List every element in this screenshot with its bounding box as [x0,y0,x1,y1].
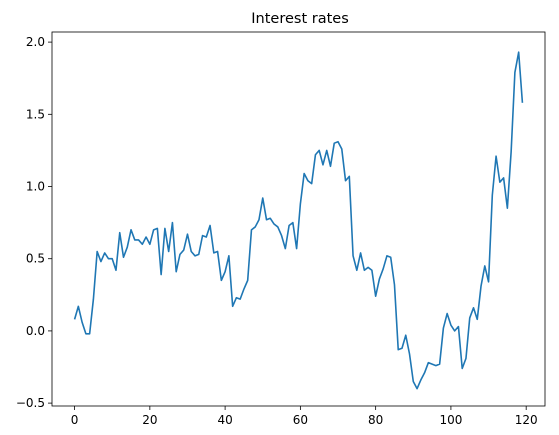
chart-title: Interest rates [251,11,349,27]
x-tick-label: 20 [142,413,157,427]
x-tick-label: 100 [439,413,462,427]
plot-frame [51,31,546,407]
y-tick-label: 0.0 [26,324,45,338]
y-axis: −0.5 0.0 0.5 1.0 1.5 2.0 [16,35,52,410]
y-tick-label: −0.5 [16,396,45,410]
x-tick-label: 60 [293,413,308,427]
y-tick-label: 0.5 [26,252,45,266]
x-axis: 0 20 40 60 80 100 120 [71,406,538,427]
y-tick-label: 1.5 [26,107,45,121]
plot-area [73,51,524,390]
x-tick-label: 80 [368,413,383,427]
x-tick-label: 120 [515,413,538,427]
x-tick-label: 0 [71,413,79,427]
x-tick-label: 40 [217,413,232,427]
y-tick-label: 1.0 [26,180,45,194]
series-line [73,51,524,390]
y-tick-label: 2.0 [26,35,45,49]
